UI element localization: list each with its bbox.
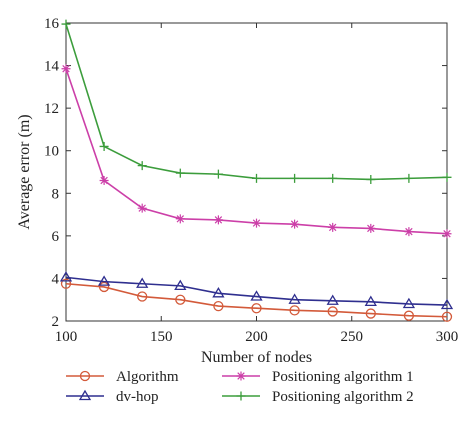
legend: Algorithm dv-hop Positioning algorithm 1 Po… [66,369,414,405]
y-tick-label: 4 [52,271,60,287]
y-tick-label: 8 [52,186,60,202]
y-tick-label: 12 [44,101,59,117]
data-point [59,271,73,282]
y-axis-title: Average error (m) [16,114,33,229]
legend-label: Positioning algorithm 2 [272,389,414,405]
data-point [97,275,111,286]
x-tick-label: 250 [341,329,364,345]
series-3 [61,64,452,239]
legend-label: dv-hop [116,389,159,405]
x-axis-ticks: 100 150 200 250 300 [55,23,459,345]
data-point [327,306,338,317]
y-tick-label: 10 [44,144,59,160]
data-point [213,169,223,179]
series-layer [59,19,454,322]
series-line [65,276,448,306]
data-point [290,173,300,183]
data-point [366,174,376,184]
data-point [175,214,185,224]
data-point [289,305,300,316]
data-point [175,168,185,178]
data-point [98,281,110,293]
data-point [136,277,149,288]
data-point [326,294,339,305]
data-point [60,278,72,289]
plot-frame [65,22,448,322]
data-point [364,295,377,306]
data-point [252,218,261,228]
legend-marker [236,371,246,381]
data-point [404,173,414,183]
data-point [288,293,301,304]
data-point [99,141,109,151]
series-line [65,282,448,318]
data-point [442,229,452,239]
data-point [442,172,452,182]
data-point [252,173,261,183]
data-point [213,300,224,312]
data-point [404,227,414,237]
data-point [212,287,225,298]
data-point [328,222,338,232]
data-point [441,311,453,322]
y-tick-label: 14 [44,59,60,75]
y-tick-label: 6 [52,229,60,245]
data-point [328,173,338,183]
series-line [65,68,448,235]
legend-item: Positioning algorithm 1 [222,369,414,385]
x-tick-label: 100 [55,329,78,345]
y-axis-ticks: 2 4 6 8 10 12 14 16 [44,16,447,330]
data-point [365,308,376,319]
x-axis-title: Number of nodes [201,349,312,366]
data-point [250,290,263,301]
data-point [290,219,300,229]
data-point [251,303,262,314]
data-point [402,297,416,309]
series-1 [60,278,453,322]
plot-area [65,22,448,322]
data-point [137,291,148,302]
x-tick-label: 150 [150,329,173,345]
legend-item: dv-hop [66,389,159,405]
x-tick-label: 300 [436,329,459,345]
data-point [366,223,376,233]
data-point [213,215,223,225]
data-point [137,203,147,213]
series-line [65,23,448,181]
y-tick-label: 16 [44,16,60,32]
data-point [61,64,71,74]
y-tick-label: 2 [52,314,60,330]
legend-label: Algorithm [116,369,179,385]
data-point [61,19,71,29]
legend-marker [78,389,92,401]
legend-marker [236,391,246,401]
data-point [440,298,454,310]
legend-label: Positioning algorithm 1 [272,369,414,385]
data-point [99,176,109,186]
data-point [174,279,187,291]
data-point [175,294,186,305]
x-tick-label: 200 [245,329,268,345]
data-point [403,310,415,321]
legend-marker [79,370,91,382]
legend-item: Positioning algorithm 2 [222,389,414,405]
series-2 [59,271,454,310]
data-point [137,161,147,171]
legend-item: Algorithm [66,369,179,385]
series-4 [61,19,452,184]
